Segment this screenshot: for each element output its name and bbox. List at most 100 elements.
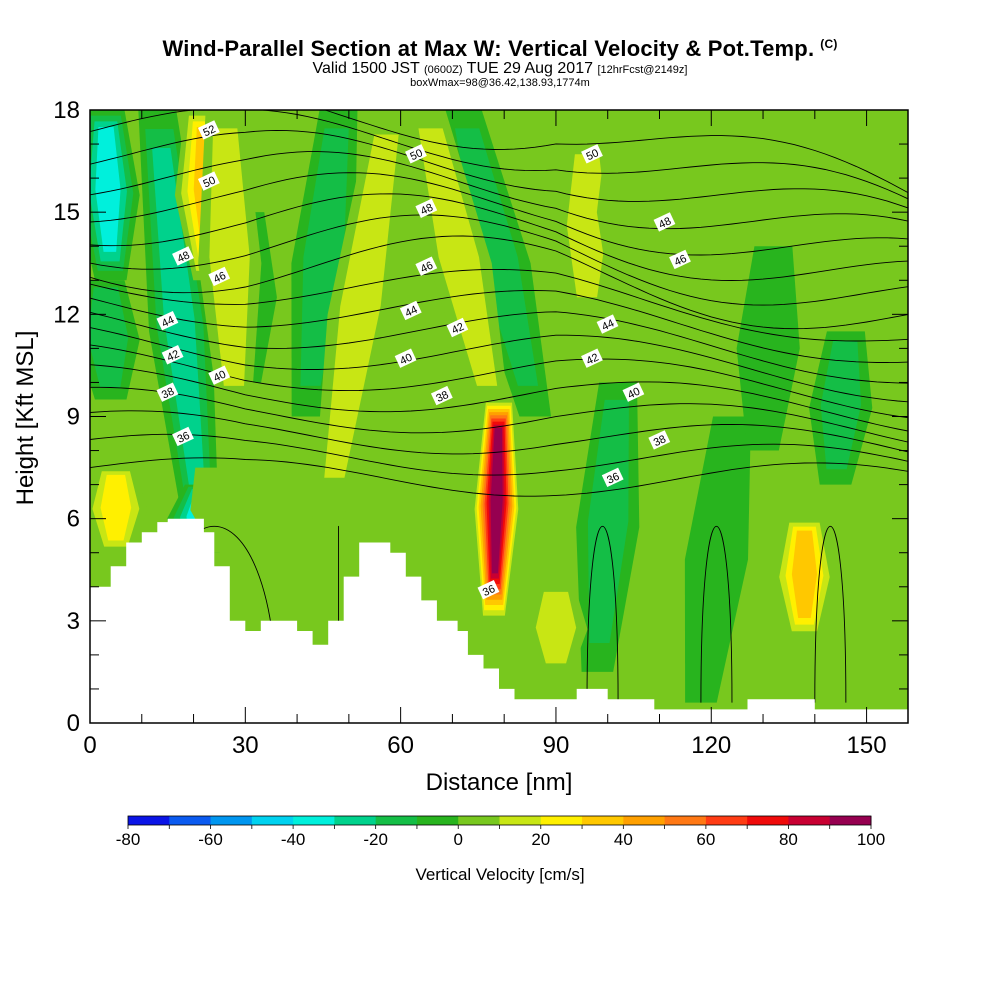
colorbar-segment [251,816,294,825]
contour-label-5: 48 [415,198,438,219]
x-axis: 0 30 60 90 120 150 [83,110,887,759]
contour-label-text: 38 [434,389,450,405]
contour-label-text: 48 [657,215,673,231]
theta-contour-52 [323,110,908,193]
contour-label-9: 46 [669,249,691,270]
colorbar-segment [623,816,666,825]
colorbar-segment [499,816,542,825]
forecast-info: [12hrFcst@2149z] [597,64,688,76]
colorbar-segment [128,816,170,825]
updraft-band-2-level-1 [324,134,399,478]
contour-label-text: 40 [626,386,642,402]
title-text: Wind-Parallel Section at Max W: Vertical… [162,36,815,61]
colorbar-tick-label: 20 [531,830,550,849]
theta-contour-50 [90,129,908,209]
contour-label-22: 36 [172,426,194,447]
colorbar-tick-label: 80 [779,830,798,849]
contour-label-16: 40 [208,365,231,385]
contour-label-11: 44 [399,300,422,321]
contour-label-text: 36 [605,471,621,487]
contour-label-4: 48 [172,246,194,266]
colorbar-tick-label: -20 [363,830,388,849]
theta-contour-43 [90,290,908,363]
contour-labels: 52 50 50 50 48 48 48 46 46 46 44 44 44 42 42 42 40 40 40 38… [156,120,691,600]
y-tick-label: 9 [67,404,80,431]
contour-label-text: 46 [673,253,689,269]
y-tick-label: 18 [53,97,80,124]
contour-label-text: 38 [160,386,176,402]
valid-utc: (0600Z) [423,64,463,76]
colorbar-tick-label: 100 [857,830,885,849]
contour-label-text: 52 [201,123,217,139]
colorbar-segment [582,816,624,825]
x-tick-label: 90 [543,732,570,759]
boxwmax-info: boxWmax=98@36.42,138.93,1774m [410,77,590,89]
theta-contour-46 [90,214,908,306]
contour-label-text: 50 [201,174,217,190]
valid-time: Valid 1500 JST (0600Z) TUE 29 Aug 2017 [… [0,60,1000,78]
contour-label-14: 42 [446,317,469,338]
contour-label-21: 38 [648,430,671,450]
colorbar-segment [458,816,500,825]
updraft-band-7-level-3 [791,530,818,618]
contour-label-19: 38 [156,382,179,402]
colorbar-tick-label: 40 [614,830,633,849]
contour-label-3: 50 [581,144,603,164]
title-suffix: (C) [820,36,838,51]
contour-label-text: 44 [160,314,176,330]
contour-label-text: 44 [403,304,419,320]
contour-label-text: 48 [176,249,192,265]
contour-label-text: 40 [398,351,414,367]
contour-label-text: 38 [652,433,668,449]
updraft-band-1-level-1 [209,128,250,386]
colorbar-tick-label: -80 [116,830,141,849]
colorbar-segment [829,816,872,825]
contour-label-text: 50 [409,147,425,163]
contour-label-text: 36 [176,430,192,446]
updraft-band-10-level-2 [100,474,132,541]
valid-prefix: Valid 1500 JST [312,60,420,77]
contour-label-0: 52 [197,120,220,140]
contour-label-6: 48 [653,212,676,232]
contour-label-text: 46 [419,260,435,276]
downdraft-band-5-level-1 [454,128,539,386]
valid-date: TUE 29 Aug 2017 [466,60,593,77]
contour-label-2: 50 [405,144,427,164]
colorbar-segment [375,816,418,825]
theta-contour-39 [90,364,908,432]
y-axis-label: Height [Kft MSL] [12,331,39,506]
theta-contour-51 [90,110,908,200]
contour-label-text: 44 [600,317,616,333]
theta-contour-35 [90,457,908,497]
updraft-band-4-level-9 [490,427,503,574]
theta-contour-38 [90,386,908,443]
contour-label-text: 42 [165,348,181,364]
colorbar-tick-label: 0 [453,830,462,849]
theta-contour-41 [90,327,908,403]
colorbar-segment [169,816,212,825]
theta-contour-42 [90,311,908,384]
theta-loop-3 [700,526,733,703]
contour-label-text: 50 [585,147,601,163]
contour-label-7: 46 [208,266,231,287]
contour-label-text: 42 [450,321,466,337]
x-tick-label: 0 [83,732,96,759]
colorbar-label: Vertical Velocity [cm/s] [415,865,584,884]
colorbar-segment [664,816,707,825]
theta-contour-36 [90,433,908,476]
x-tick-label: 30 [232,732,259,759]
theta-loop-2 [586,526,619,703]
colorbar-segment [210,816,253,825]
downdraft-band-7-level-0 [684,416,751,703]
colorbar-segment [416,816,459,825]
chart-title: Wind-Parallel Section at Max W: Vertical… [0,36,1000,62]
contour-label-13: 42 [161,345,184,365]
x-tick-label: 150 [847,732,887,759]
contour-label-8: 46 [415,256,438,276]
y-tick-label: 3 [67,608,80,635]
downdraft-band-6-level-1 [587,399,629,643]
theta-contour-49 [90,151,908,230]
contour-label-10: 44 [156,310,179,331]
contour-label-17: 40 [394,348,417,368]
